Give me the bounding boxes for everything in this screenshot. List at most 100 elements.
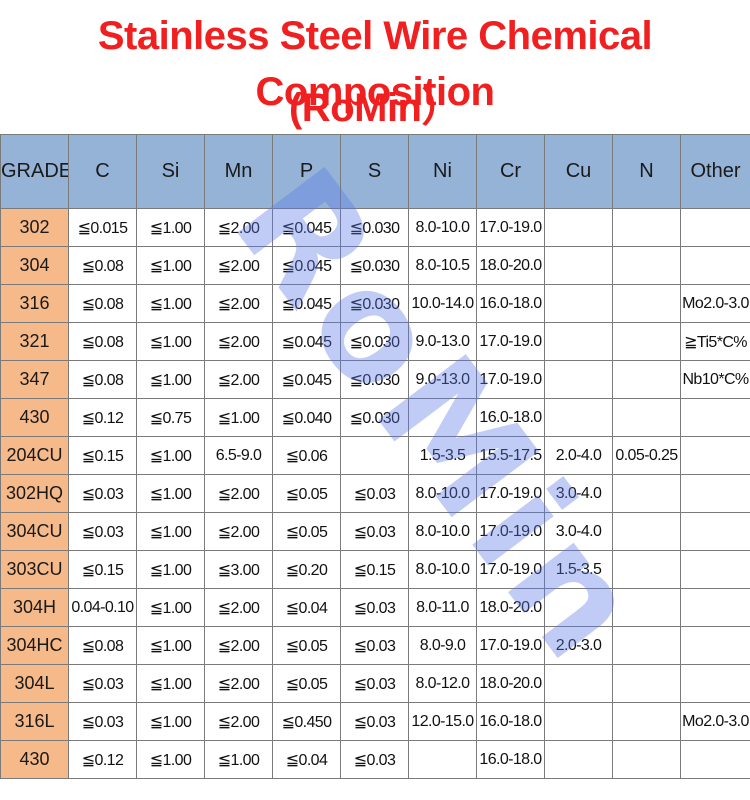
column-header-cu: Cu — [544, 134, 613, 209]
column-header-p: P — [272, 134, 341, 209]
cell-n — [612, 208, 681, 247]
cell-si: ≦1.00 — [136, 208, 205, 247]
grade-cell: 347 — [0, 360, 69, 399]
column-header-mn: Mn — [204, 134, 273, 209]
cell-s: ≦0.030 — [340, 208, 409, 247]
cell-s: ≦0.030 — [340, 322, 409, 361]
cell-si: ≦1.00 — [136, 702, 205, 741]
cell-s: ≦0.03 — [340, 626, 409, 665]
cell-si: ≦0.75 — [136, 398, 205, 437]
cell-n — [612, 284, 681, 323]
composition-table: GRADE C Si Mn P S Ni Cr Cu N Other 302 ≦0.015 ≦1.00 ≦… — [0, 134, 750, 779]
cell-ni: 8.0-10.5 — [408, 246, 477, 285]
column-header-c: C — [68, 134, 137, 209]
cell-c: ≦0.15 — [68, 436, 137, 475]
cell-n — [612, 360, 681, 399]
table-row: 302 ≦0.015 ≦1.00 ≦2.00 ≦0.045 ≦0.030 8.0-10.0 1… — [0, 208, 750, 247]
cell-mn: ≦2.00 — [204, 284, 273, 323]
column-header-grade: GRADE — [0, 134, 69, 209]
cell-si: ≦1.00 — [136, 550, 205, 589]
cell-cr: 17.0-19.0 — [476, 322, 545, 361]
cell-s: ≦0.03 — [340, 512, 409, 551]
cell-ni: 8.0-11.0 — [408, 588, 477, 627]
cell-si: ≦1.00 — [136, 664, 205, 703]
cell-mn: ≦2.00 — [204, 512, 273, 551]
table-row: 316L ≦0.03 ≦1.00 ≦2.00 ≦0.450 ≦0.03 12.0-15.0 1… — [0, 702, 750, 741]
cell-p: ≦0.045 — [272, 284, 341, 323]
column-header-cr: Cr — [476, 134, 545, 209]
cell-cu — [544, 360, 613, 399]
cell-n — [612, 512, 681, 551]
cell-si: ≦1.00 — [136, 626, 205, 665]
cell-s: ≦0.03 — [340, 588, 409, 627]
cell-other — [680, 512, 750, 551]
cell-ni: 9.0-13.0 — [408, 322, 477, 361]
grade-cell: 316 — [0, 284, 69, 323]
cell-ni: 8.0-10.0 — [408, 550, 477, 589]
table-row: 321 ≦0.08 ≦1.00 ≦2.00 ≦0.045 ≦0.030 9.0-13.0 17… — [0, 322, 750, 361]
cell-n — [612, 664, 681, 703]
cell-cu — [544, 322, 613, 361]
cell-cr: 16.0-18.0 — [476, 284, 545, 323]
column-header-si: Si — [136, 134, 205, 209]
cell-other — [680, 664, 750, 703]
cell-s: ≦0.03 — [340, 740, 409, 779]
cell-s — [340, 436, 409, 475]
grade-cell: 204CU — [0, 436, 69, 475]
column-header-s: S — [340, 134, 409, 209]
cell-si: ≦1.00 — [136, 740, 205, 779]
grade-cell: 302 — [0, 208, 69, 247]
cell-cu — [544, 740, 613, 779]
cell-c: ≦0.15 — [68, 550, 137, 589]
cell-p: ≦0.05 — [272, 512, 341, 551]
cell-n — [612, 740, 681, 779]
cell-s: ≦0.030 — [340, 284, 409, 323]
grade-cell: 302HQ — [0, 474, 69, 513]
cell-si: ≦1.00 — [136, 246, 205, 285]
cell-si: ≦1.00 — [136, 284, 205, 323]
cell-c: ≦0.08 — [68, 626, 137, 665]
cell-p: ≦0.05 — [272, 474, 341, 513]
cell-si: ≦1.00 — [136, 322, 205, 361]
cell-cr: 17.0-19.0 — [476, 208, 545, 247]
cell-n — [612, 246, 681, 285]
cell-s: ≦0.03 — [340, 702, 409, 741]
cell-mn: 6.5-9.0 — [204, 436, 273, 475]
grade-cell: 304 — [0, 246, 69, 285]
cell-other — [680, 740, 750, 779]
cell-p: ≦0.045 — [272, 246, 341, 285]
cell-cu — [544, 208, 613, 247]
cell-s: ≦0.030 — [340, 360, 409, 399]
cell-mn: ≦2.00 — [204, 588, 273, 627]
cell-other — [680, 588, 750, 627]
grade-cell: 303CU — [0, 550, 69, 589]
cell-n — [612, 550, 681, 589]
cell-n: 0.05-0.25 — [612, 436, 681, 475]
cell-ni — [408, 740, 477, 779]
cell-cr: 17.0-19.0 — [476, 550, 545, 589]
grade-cell: 304CU — [0, 512, 69, 551]
cell-cr: 18.0-20.0 — [476, 246, 545, 285]
cell-si: ≦1.00 — [136, 474, 205, 513]
cell-p: ≦0.06 — [272, 436, 341, 475]
cell-c: ≦0.03 — [68, 664, 137, 703]
cell-si: ≦1.00 — [136, 588, 205, 627]
cell-ni: 8.0-10.0 — [408, 512, 477, 551]
grade-cell: 430 — [0, 398, 69, 437]
cell-mn: ≦3.00 — [204, 550, 273, 589]
table-row: 347 ≦0.08 ≦1.00 ≦2.00 ≦0.045 ≦0.030 9.0-13.0 17… — [0, 360, 750, 399]
page-subtitle: (RoMin） — [288, 86, 462, 130]
table-row: 304 ≦0.08 ≦1.00 ≦2.00 ≦0.045 ≦0.030 8.0-10.5 18… — [0, 246, 750, 285]
cell-mn: ≦2.00 — [204, 474, 273, 513]
cell-s: ≦0.030 — [340, 246, 409, 285]
cell-other: Nb10*C% — [680, 360, 750, 399]
cell-c: ≦0.12 — [68, 740, 137, 779]
cell-s: ≦0.15 — [340, 550, 409, 589]
cell-si: ≦1.00 — [136, 512, 205, 551]
grade-cell: 430 — [0, 740, 69, 779]
cell-ni: 8.0-9.0 — [408, 626, 477, 665]
cell-ni: 8.0-12.0 — [408, 664, 477, 703]
table-row: 316 ≦0.08 ≦1.00 ≦2.00 ≦0.045 ≦0.030 10.0-14.0 1… — [0, 284, 750, 323]
cell-p: ≦0.04 — [272, 740, 341, 779]
cell-p: ≦0.045 — [272, 208, 341, 247]
